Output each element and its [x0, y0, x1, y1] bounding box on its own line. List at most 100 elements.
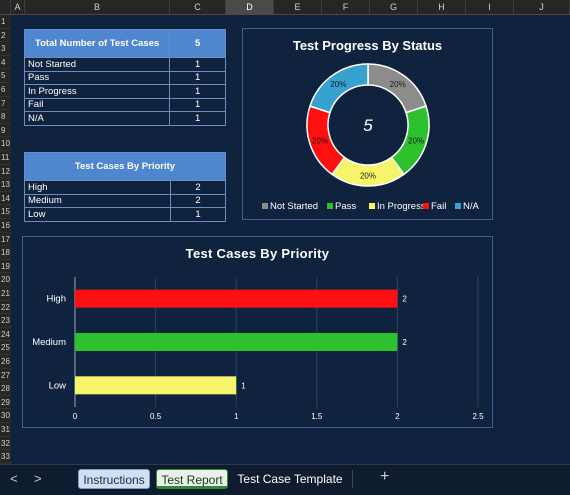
next-sheet-button[interactable]: >	[34, 471, 42, 486]
row-header-27[interactable]: 27	[0, 369, 11, 383]
priority-count[interactable]: 2	[170, 180, 226, 195]
column-header-g[interactable]: G	[370, 0, 418, 14]
status-label[interactable]: N/A	[23, 111, 171, 126]
status-label[interactable]: Fail	[23, 97, 171, 112]
status-count[interactable]: 1	[169, 57, 226, 72]
x-tick-label: 1.5	[311, 412, 323, 421]
row-header-1[interactable]: 1	[0, 15, 11, 29]
legend-item-fail[interactable]: Fail	[423, 201, 446, 212]
column-header-d[interactable]: D	[226, 0, 274, 14]
bar-data-label: 1	[241, 381, 246, 390]
legend-item-not-started[interactable]: Not Started	[262, 201, 318, 212]
x-tick-label: 2	[395, 412, 400, 421]
row-header-13[interactable]: 13	[0, 178, 11, 192]
bar-medium[interactable]	[75, 333, 398, 351]
donut-chart-title: Test Progress By Status	[292, 38, 443, 53]
add-sheet-button[interactable]: +	[380, 468, 390, 485]
row-header-20[interactable]: 20	[0, 273, 11, 287]
column-header-e[interactable]: E	[274, 0, 322, 14]
status-count[interactable]: 1	[169, 70, 226, 85]
legend-item-pass[interactable]: Pass	[327, 201, 356, 212]
row-header-25[interactable]: 25	[0, 341, 11, 355]
row-header-4[interactable]: 4	[0, 56, 11, 70]
row-header-14[interactable]: 14	[0, 192, 11, 206]
x-tick-label: 0	[73, 412, 78, 421]
column-header-h[interactable]: H	[418, 0, 466, 14]
donut-data-label: 20%	[408, 137, 424, 146]
legend-swatch	[369, 203, 375, 209]
legend-item-in-progress[interactable]: In Progress	[369, 201, 426, 212]
status-donut-chart[interactable]: Test Progress By Status 20% 20% 20% 20% 20% 5…	[242, 28, 493, 220]
status-label[interactable]: In Progress	[23, 84, 171, 99]
column-header-a[interactable]: A	[11, 0, 25, 14]
row-header-8[interactable]: 8	[0, 110, 11, 124]
bar-high[interactable]	[75, 289, 398, 308]
bar-svg: 0 0.5 1 1.5 2 2.5 High 2 Medium 2 Low 1	[32, 277, 484, 421]
column-header-c[interactable]: C	[170, 0, 226, 14]
donut-data-label: 20%	[360, 172, 376, 181]
prev-sheet-button[interactable]: <	[10, 471, 18, 486]
row-header-9[interactable]: 9	[0, 124, 11, 138]
select-all-corner[interactable]	[0, 0, 11, 14]
column-header-b[interactable]: B	[25, 0, 170, 14]
row-header-12[interactable]: 12	[0, 165, 11, 179]
bar-data-label: 2	[402, 295, 407, 304]
priority-count[interactable]: 1	[170, 207, 226, 222]
status-count[interactable]: 1	[169, 97, 226, 112]
row-header-22[interactable]: 22	[0, 301, 11, 315]
priority-label[interactable]: Medium	[24, 193, 171, 208]
total-test-cases-value[interactable]: 5	[169, 29, 226, 58]
row-header-21[interactable]: 21	[0, 287, 11, 301]
row-header-19[interactable]: 19	[0, 260, 11, 274]
row-header-2[interactable]: 2	[0, 29, 11, 43]
column-header-j[interactable]: J	[514, 0, 570, 14]
tab-test-case-template[interactable]: Test Case Template	[237, 472, 343, 486]
row-header-6[interactable]: 6	[0, 83, 11, 97]
tab-instructions[interactable]: Instructions	[78, 469, 150, 489]
priority-count[interactable]: 2	[170, 193, 226, 208]
row-header-3[interactable]: 3	[0, 42, 11, 56]
legend-item-n-a[interactable]: N/A	[455, 201, 480, 212]
row-header-18[interactable]: 18	[0, 246, 11, 260]
row-header-17[interactable]: 17	[0, 233, 11, 247]
status-label[interactable]: Pass	[23, 70, 171, 85]
tab-divider	[352, 470, 353, 488]
priority-summary-table: Test Cases By Priority High 2 Medium 2 Low…	[24, 152, 226, 222]
tab-test-report[interactable]: Test Report	[156, 469, 228, 489]
status-count[interactable]: 1	[169, 111, 226, 126]
donut-slice-n-a[interactable]	[309, 63, 369, 114]
row-header-29[interactable]: 29	[0, 396, 11, 410]
column-header-f[interactable]: F	[322, 0, 370, 14]
row-header-11[interactable]: 11	[0, 151, 11, 165]
legend-swatch	[327, 203, 333, 209]
row-header-28[interactable]: 28	[0, 382, 11, 396]
row-header-32[interactable]: 32	[0, 437, 11, 451]
row-header-5[interactable]: 5	[0, 69, 11, 83]
status-count[interactable]: 1	[169, 84, 226, 99]
status-summary-table: Total Number of Test Cases 5 Not Started…	[23, 29, 226, 126]
legend-label: Fail	[431, 201, 446, 212]
row-header-26[interactable]: 26	[0, 355, 11, 369]
row-header-bar: 1 2 3 4 5 6 7 8 9 10 11 12 13 14 15 16 17 18 19 20 21 22 23 24 2…	[0, 15, 11, 464]
row-header-24[interactable]: 24	[0, 328, 11, 342]
row-header-15[interactable]: 15	[0, 205, 11, 219]
priority-label[interactable]: Low	[24, 207, 171, 222]
total-test-cases-label[interactable]: Total Number of Test Cases	[23, 29, 171, 58]
row-header-16[interactable]: 16	[0, 219, 11, 233]
status-label[interactable]: Not Started	[23, 57, 171, 72]
priority-label[interactable]: High	[24, 180, 171, 195]
row-header-23[interactable]: 23	[0, 314, 11, 328]
priority-table-header[interactable]: Test Cases By Priority	[24, 152, 226, 181]
row-header-31[interactable]: 31	[0, 423, 11, 437]
donut-data-label: 20%	[330, 80, 346, 89]
row-header-30[interactable]: 30	[0, 409, 11, 423]
bar-low[interactable]	[75, 376, 237, 395]
row-header-10[interactable]: 10	[0, 137, 11, 151]
row-header-7[interactable]: 7	[0, 97, 11, 111]
priority-bar-chart[interactable]: Test Cases By Priority 0 0.5 1 1.5 2 2.5 High 2…	[22, 236, 493, 428]
column-header-i[interactable]: I	[466, 0, 514, 14]
row-header-33[interactable]: 33	[0, 450, 11, 464]
y-category-label: Medium	[32, 337, 66, 348]
